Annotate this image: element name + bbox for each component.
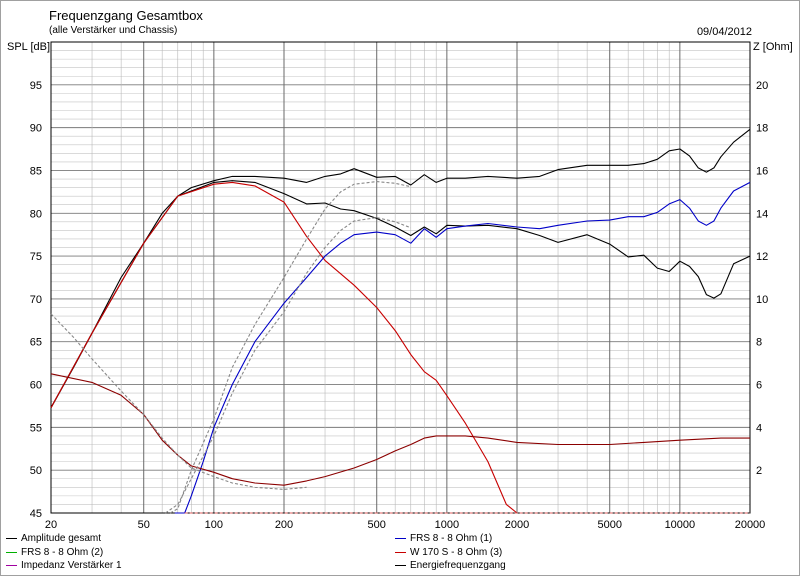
y-right-tick-label: 20 — [756, 80, 768, 92]
legend-swatch — [395, 537, 406, 539]
y-left-tick-label: 50 — [30, 465, 42, 477]
x-tick-label: 100 — [205, 519, 223, 531]
y-left-tick-label: 65 — [30, 337, 42, 349]
y-left-tick-label: 45 — [30, 508, 42, 520]
x-tick-label: 50 — [138, 519, 150, 531]
series-line — [50, 128, 751, 408]
series-line — [174, 181, 751, 514]
y-right-tick-label: 4 — [756, 422, 762, 434]
series-line — [165, 217, 411, 514]
series-line — [170, 181, 411, 514]
y-right-tick-label: 18 — [756, 123, 768, 135]
legend-swatch — [6, 564, 17, 566]
y-left-tick-label: 80 — [30, 208, 42, 220]
x-tick-label: 10000 — [665, 519, 696, 531]
legend-label: W 170 S - 8 Ohm (3) — [410, 546, 503, 558]
legend-label: FRS 8 - 8 Ohm (2) — [21, 546, 104, 558]
x-tick-label: 5000 — [597, 519, 621, 531]
chart-date: 09/04/2012 — [696, 26, 752, 38]
y-axis-left-label: SPL [dB] — [7, 41, 51, 53]
legend-label: FRS 8 - 8 Ohm (1) — [410, 532, 493, 544]
y-right-tick-label: 6 — [756, 380, 762, 392]
y-axis-right-label: Z [Ohm] — [753, 41, 793, 53]
chart-title: Frequenzgang Gesamtbox — [49, 8, 203, 23]
x-tick-label: 2000 — [505, 519, 529, 531]
x-tick-label: 1000 — [435, 519, 459, 531]
x-tick-label: 500 — [368, 519, 386, 531]
legend-label: Energiefrequenzgang — [410, 559, 506, 571]
y-right-tick-label: 10 — [756, 294, 768, 306]
y-left-tick-label: 55 — [30, 422, 42, 434]
legend-swatch — [6, 537, 17, 539]
x-tick-label: 200 — [275, 519, 293, 531]
y-left-tick-label: 60 — [30, 380, 42, 392]
legend-item: FRS 8 - 8 Ohm (2) — [6, 546, 103, 558]
legend-label: Amplitude gesamt — [21, 532, 102, 544]
legend-item: W 170 S - 8 Ohm (3) — [395, 546, 502, 558]
series-line — [50, 181, 518, 514]
legend-swatch — [395, 551, 406, 553]
y-right-tick-label: 16 — [756, 165, 768, 177]
legend-label: Impedanz Verstärker 1 — [21, 559, 122, 571]
legend-item: FRS 8 - 8 Ohm (1) — [395, 532, 492, 544]
y-left-tick-label: 75 — [30, 251, 42, 263]
x-tick-label: 20 — [45, 519, 57, 531]
y-right-tick-label: 14 — [756, 208, 768, 220]
y-left-tick-label: 90 — [30, 123, 42, 135]
plot-area — [51, 42, 750, 513]
legend-item: Amplitude gesamt — [6, 532, 101, 544]
legend-swatch — [6, 551, 17, 553]
legend-item: Energiefrequenzgang — [395, 559, 506, 571]
chart-subtitle: (alle Verstärker und Chassis) — [49, 25, 178, 36]
x-tick-label: 20000 — [735, 519, 766, 531]
legend-item: Impedanz Verstärker 1 — [6, 559, 122, 571]
y-right-tick-label: 8 — [756, 337, 762, 349]
y-left-tick-label: 70 — [30, 294, 42, 306]
y-left-tick-label: 95 — [30, 80, 42, 92]
legend-swatch — [395, 564, 406, 566]
y-right-tick-label: 2 — [756, 465, 762, 477]
y-left-tick-label: 85 — [30, 165, 42, 177]
y-right-tick-label: 12 — [756, 251, 768, 263]
series-line — [50, 313, 307, 490]
